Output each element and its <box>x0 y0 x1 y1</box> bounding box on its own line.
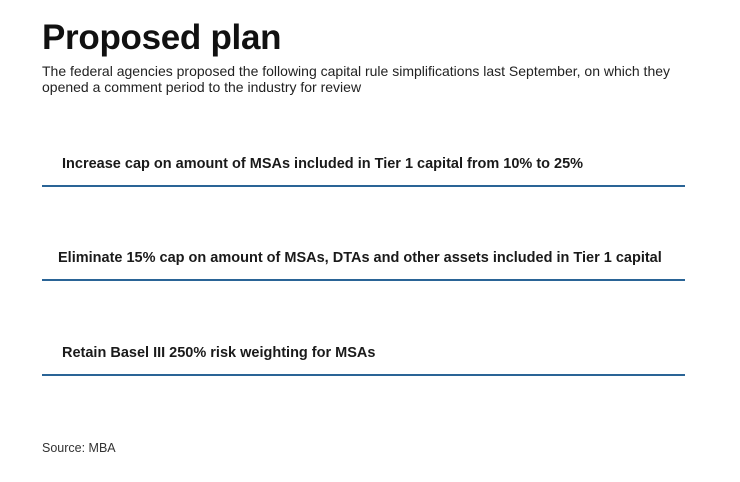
proposal-item-text: Eliminate 15% cap on amount of MSAs, DTA… <box>58 250 662 266</box>
proposal-item: Eliminate 15% cap on amount of MSAs, DTA… <box>42 249 685 281</box>
source-note: Source: MBA <box>42 441 116 455</box>
page-title: Proposed plan <box>42 18 282 57</box>
proposal-item: Retain Basel III 250% risk weighting for… <box>42 344 685 376</box>
page-subtitle: The federal agencies proposed the follow… <box>42 63 671 95</box>
proposal-item-text: Retain Basel III 250% risk weighting for… <box>62 345 376 361</box>
proposal-item-text: Increase cap on amount of MSAs included … <box>62 156 584 172</box>
proposal-item: Increase cap on amount of MSAs included … <box>42 155 685 187</box>
